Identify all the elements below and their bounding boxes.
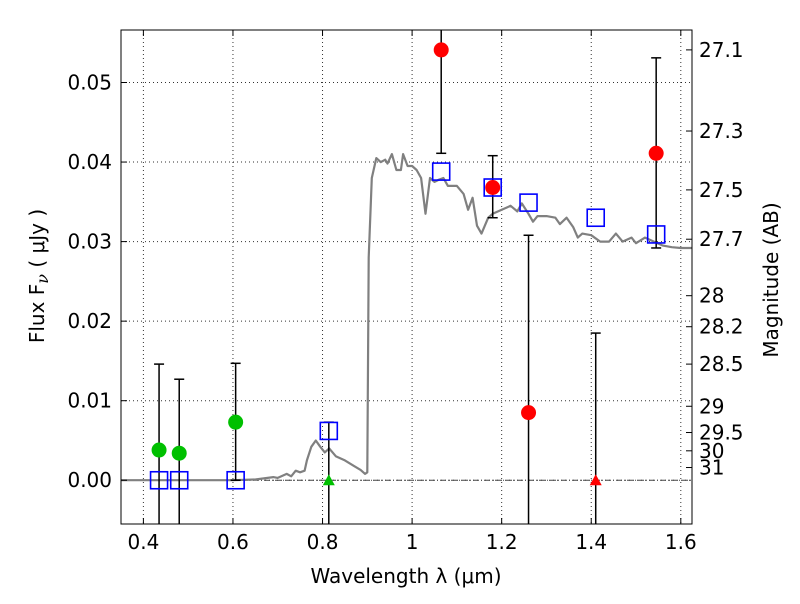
model-photometry-point xyxy=(169,470,189,490)
y-tick-label: 0.01 xyxy=(67,389,112,413)
model-photometry-point xyxy=(586,208,606,228)
y-tick-label: 0.04 xyxy=(67,150,112,174)
model-sed-line xyxy=(121,153,692,482)
mag-tick-label: 28.2 xyxy=(699,315,744,339)
y-tick-label: 0.02 xyxy=(67,309,112,333)
model-photometry-point xyxy=(646,225,666,244)
observed-flux-point xyxy=(521,405,537,421)
upper-limit-marker xyxy=(322,474,335,486)
observed-flux-point xyxy=(151,442,167,458)
observed-flux-point xyxy=(433,42,449,58)
mag-tick-label: 28 xyxy=(699,284,724,308)
y-tick-label: 0.03 xyxy=(67,230,112,254)
observed-flux-point xyxy=(228,414,244,430)
mag-tick-label: 27.1 xyxy=(699,38,744,62)
model-photometry-point xyxy=(519,193,538,212)
x-tick-label: 1.2 xyxy=(486,530,518,554)
observed-flux-point xyxy=(485,180,501,196)
model-photometry-point xyxy=(483,178,503,197)
x-tick-label: 1.4 xyxy=(575,530,607,554)
observed-flux-point xyxy=(171,445,187,461)
observed-flux-point xyxy=(648,145,664,161)
x-tick-label: 0.8 xyxy=(307,530,339,554)
y-tick-label: 0.00 xyxy=(67,468,112,492)
model-photometry-point xyxy=(149,470,169,490)
mag-tick-label: 30 xyxy=(699,439,724,463)
axes: 0.4 0.6 0.8 1 1.2 1.4 1.6 0.00 0.01 0.02 0.03 0.04 0… xyxy=(67,30,744,554)
model-photometry-point xyxy=(226,470,245,490)
mag-tick-label: 29.5 xyxy=(699,421,744,445)
y2-axis-title: Magnitude (AB) xyxy=(759,202,783,357)
mag-tick-label: 28.5 xyxy=(699,352,744,376)
mag-tick-label: 27.3 xyxy=(699,119,744,143)
x-tick-label: 0.4 xyxy=(127,530,159,554)
grid xyxy=(121,30,692,524)
y-axis-title: Flux Fν ( μJy ) xyxy=(25,209,52,343)
x-tick-label: 1 xyxy=(406,530,419,554)
mag-tick-label: 27.5 xyxy=(699,178,744,202)
y-tick-label: 0.05 xyxy=(67,71,112,95)
mag-tick-label: 31 xyxy=(699,456,724,480)
x-axis-title: Wavelength λ (μm) xyxy=(310,564,501,588)
mag-tick-label: 27.7 xyxy=(699,227,744,251)
x-tick-label: 0.6 xyxy=(217,530,249,554)
plot-frame xyxy=(120,29,693,525)
x-tick-label: 1.6 xyxy=(665,530,697,554)
model-photometry-point xyxy=(431,162,451,181)
plot-area xyxy=(121,30,692,524)
model-photometry-point xyxy=(319,421,339,441)
mag-tick-label: 29 xyxy=(699,394,724,418)
upper-limit-marker xyxy=(589,474,602,486)
